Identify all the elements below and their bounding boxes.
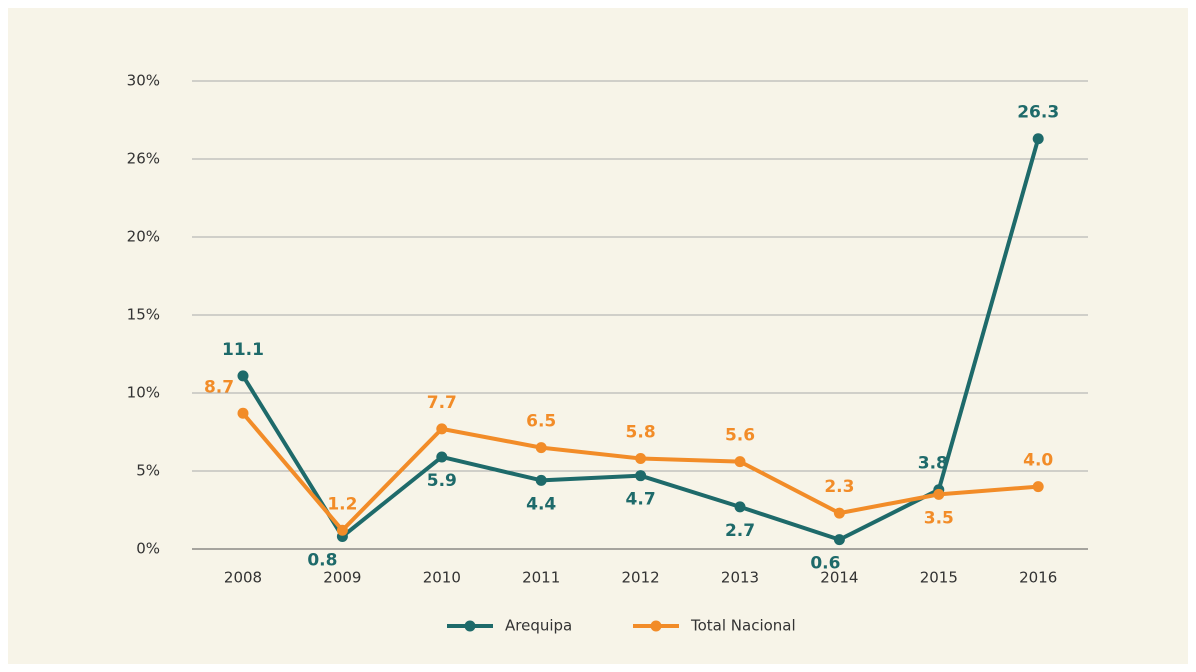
data-label: 3.5 (924, 508, 954, 528)
point (933, 488, 945, 500)
data-label: 26.3 (1017, 103, 1059, 123)
data-label: 7.7 (427, 393, 457, 413)
y-tick-label: 0% (136, 540, 160, 558)
point (436, 423, 448, 435)
point (436, 451, 448, 463)
data-label: 6.5 (526, 412, 556, 432)
data-label: 11.1 (222, 340, 264, 360)
y-tick-label: 10% (127, 384, 160, 402)
data-label: 5.6 (725, 426, 755, 446)
data-label: 3.8 (918, 454, 948, 474)
point (833, 507, 845, 519)
y-tick-label: 26% (127, 150, 160, 168)
point (336, 524, 348, 536)
point (535, 474, 547, 486)
x-tick-label: 2008 (224, 569, 262, 587)
data-label: 4.4 (526, 494, 556, 514)
point (635, 453, 647, 465)
x-tick-label: 2009 (323, 569, 361, 587)
point (734, 456, 746, 468)
background (8, 8, 1188, 664)
point (237, 407, 249, 419)
x-tick-label: 2015 (920, 569, 958, 587)
x-tick-label: 2014 (820, 569, 858, 587)
y-tick-label: 15% (127, 306, 160, 324)
legend-marker (650, 620, 662, 632)
point (1032, 481, 1044, 493)
point (1032, 133, 1044, 145)
x-tick-label: 2013 (721, 569, 759, 587)
data-label: 8.7 (204, 377, 234, 397)
data-label: 4.7 (626, 490, 656, 510)
data-label: 4.0 (1023, 451, 1053, 471)
point (635, 470, 647, 482)
x-tick-label: 2016 (1019, 569, 1057, 587)
y-tick-label: 20% (127, 228, 160, 246)
x-tick-label: 2011 (522, 569, 560, 587)
data-label: 0.8 (307, 551, 337, 571)
x-tick-label: 2010 (423, 569, 461, 587)
data-label: 2.3 (824, 477, 854, 497)
y-tick-label: 30% (127, 72, 160, 90)
data-label: 2.7 (725, 521, 755, 541)
point (734, 501, 746, 513)
data-label: 0.6 (810, 554, 840, 574)
y-tick-label: 5% (136, 462, 160, 480)
data-label: 1.2 (327, 494, 357, 514)
legend-label: Total Nacional (690, 617, 796, 635)
data-label: 5.9 (427, 471, 457, 491)
data-label: 5.8 (626, 423, 656, 443)
legend-marker (464, 620, 476, 632)
point (833, 534, 845, 546)
point (237, 370, 249, 382)
legend-label: Arequipa (505, 617, 572, 635)
point (535, 442, 547, 454)
x-tick-label: 2012 (622, 569, 660, 587)
